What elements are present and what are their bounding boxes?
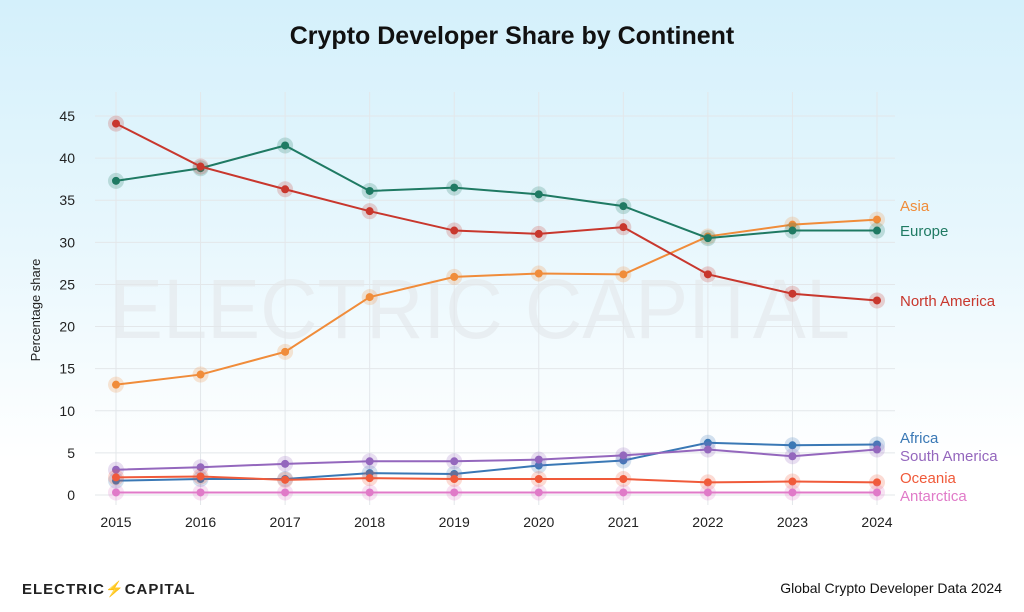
data-point (788, 289, 797, 298)
x-tick-label: 2023 (777, 514, 808, 530)
y-tick-label: 20 (59, 319, 75, 335)
series-line-europe (115, 144, 877, 240)
y-tick-label: 0 (67, 487, 75, 503)
data-point (450, 474, 459, 483)
data-point (788, 477, 797, 486)
data-point (534, 455, 543, 464)
data-point (873, 226, 881, 235)
data-point (112, 465, 120, 474)
data-point (788, 220, 797, 229)
data-point (703, 438, 712, 447)
y-tick-label: 25 (59, 276, 75, 292)
y-tick-label: 15 (59, 361, 75, 377)
x-tick-label: 2020 (523, 514, 554, 530)
data-point (112, 176, 120, 185)
data-point (619, 488, 628, 497)
data-point (619, 223, 628, 232)
series-label: South America (900, 448, 998, 465)
data-point (619, 270, 628, 279)
x-tick-label: 2016 (185, 514, 216, 530)
y-tick-label: 35 (59, 192, 75, 208)
electric-capital-logo: ELECTRIC⚡CAPITAL (22, 581, 196, 598)
series-label: Africa (900, 430, 939, 447)
data-point (365, 457, 374, 466)
series-line-north-america (115, 122, 878, 302)
data-point (703, 488, 712, 497)
data-point (873, 445, 881, 454)
data-point (534, 269, 543, 278)
x-tick-label: 2021 (608, 514, 639, 530)
data-point (450, 488, 459, 497)
series-label: Oceania (900, 470, 957, 487)
series-label: North America (900, 293, 996, 310)
data-point (281, 141, 290, 150)
x-tick-label: 2018 (354, 514, 385, 530)
data-point (873, 215, 881, 224)
data-point (112, 473, 120, 482)
series-line-africa (115, 441, 878, 482)
data-point (365, 474, 374, 483)
y-tick-label: 45 (59, 108, 75, 124)
data-point (788, 441, 797, 450)
data-point (703, 234, 712, 243)
data-point (788, 226, 797, 235)
x-tick-label: 2022 (692, 514, 723, 530)
data-point (619, 202, 628, 211)
data-point (873, 478, 881, 487)
y-axis-label: Percentage share (28, 259, 43, 362)
y-tick-label: 30 (59, 234, 75, 250)
y-tick-label: 10 (59, 403, 75, 419)
data-point (281, 459, 290, 468)
series-line-oceania (115, 475, 878, 484)
series-label: Europe (900, 223, 948, 240)
data-point (281, 347, 290, 356)
data-point (450, 183, 459, 192)
data-point (534, 474, 543, 483)
series-label: Asia (900, 198, 930, 215)
data-point (873, 488, 881, 497)
data-point (365, 488, 374, 497)
series-line-asia (115, 218, 878, 386)
data-point (450, 457, 459, 466)
data-point (703, 270, 712, 279)
data-point (788, 488, 797, 497)
data-point (365, 207, 374, 216)
data-point (196, 488, 205, 497)
data-point (703, 478, 712, 487)
data-point (703, 445, 712, 454)
data-point (534, 229, 543, 238)
series-label: Antarctica (900, 488, 967, 505)
data-point (196, 472, 205, 481)
y-tick-label: 40 (59, 150, 75, 166)
data-point (873, 296, 881, 305)
data-point (365, 293, 374, 302)
data-point (450, 272, 459, 281)
data-point (196, 463, 205, 472)
data-point (788, 452, 797, 461)
data-point (619, 474, 628, 483)
data-point (281, 185, 290, 194)
data-point (450, 226, 459, 235)
x-tick-label: 2019 (439, 514, 470, 530)
data-point (112, 380, 120, 389)
data-point (619, 451, 628, 460)
data-point (534, 461, 543, 470)
data-point (281, 488, 290, 497)
data-point (196, 370, 205, 379)
y-tick-label: 5 (67, 445, 75, 461)
x-tick-label: 2024 (861, 514, 892, 530)
chart-title: Crypto Developer Share by Continent (289, 22, 735, 50)
data-point (534, 488, 543, 497)
x-tick-label: 2015 (100, 514, 131, 530)
x-tick-label: 2017 (270, 514, 301, 530)
data-point (112, 488, 120, 497)
series-line-south-america (115, 448, 878, 471)
data-point (365, 186, 374, 195)
data-point (281, 475, 290, 484)
data-point (112, 119, 120, 128)
footer-source: Global Crypto Developer Data 2024 (780, 580, 1002, 596)
data-point (534, 190, 543, 199)
data-point (196, 162, 205, 171)
